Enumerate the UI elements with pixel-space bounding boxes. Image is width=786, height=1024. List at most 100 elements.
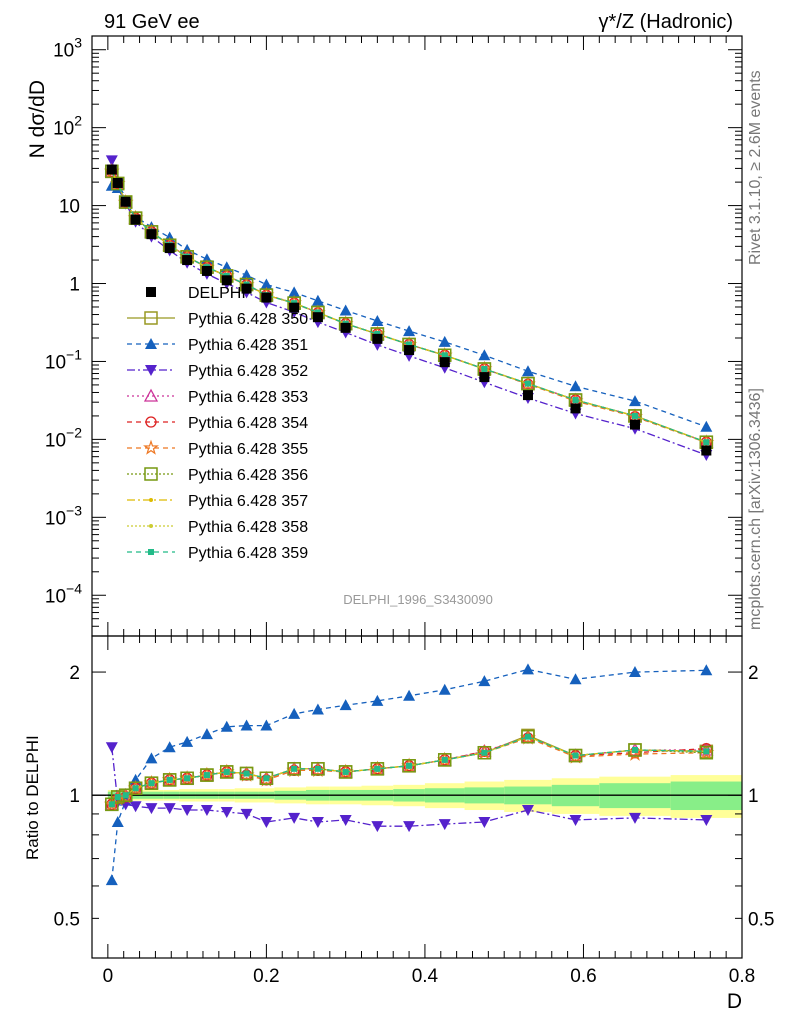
ratio-point bbox=[128, 781, 143, 795]
data-point bbox=[371, 315, 384, 327]
ratio-point bbox=[700, 664, 713, 676]
data-point bbox=[524, 380, 531, 387]
ratio-ytick-label-right: 1 bbox=[748, 786, 759, 807]
main-ytick-label: 10 bbox=[59, 197, 80, 218]
legend-label: Pythia 6.428 355 bbox=[188, 441, 308, 458]
legend-entry: Pythia 6.428 359 bbox=[127, 545, 308, 562]
ratio-point bbox=[631, 746, 638, 753]
ratio-point bbox=[339, 699, 352, 711]
ratio-point bbox=[145, 803, 158, 815]
legend-label: Pythia 6.428 359 bbox=[188, 545, 308, 562]
ratio-point bbox=[438, 683, 451, 695]
ratio-point bbox=[628, 812, 641, 824]
ratio-point bbox=[406, 762, 413, 769]
ratio-point bbox=[311, 703, 324, 715]
ratio-point bbox=[240, 719, 253, 731]
data-point bbox=[701, 445, 712, 456]
legend-entry: Pythia 6.428 351 bbox=[127, 337, 308, 354]
ratio-ytick-label-right: 0.5 bbox=[748, 909, 774, 930]
ratio-point bbox=[569, 673, 582, 685]
ratio-point bbox=[105, 874, 118, 886]
main-ytick-label: 1 bbox=[69, 275, 80, 296]
data-point bbox=[703, 439, 710, 446]
legend-entry: Pythia 6.428 353 bbox=[127, 388, 308, 406]
data-point bbox=[311, 294, 324, 306]
ratio-xtick-label: 0.6 bbox=[570, 966, 596, 987]
data-point bbox=[112, 177, 123, 188]
ratio-point bbox=[403, 689, 416, 701]
ratio-point bbox=[371, 694, 384, 706]
ratio-point bbox=[163, 741, 176, 753]
ratio-point bbox=[105, 742, 118, 754]
series-line bbox=[111, 185, 707, 428]
ratio-series-pythia-6-428-359 bbox=[108, 733, 710, 808]
ratio-series-line bbox=[111, 736, 707, 805]
ratio-xtick-label: 0.4 bbox=[412, 966, 439, 987]
legend-label: Pythia 6.428 354 bbox=[188, 415, 308, 432]
legend-entry: Pythia 6.428 350 bbox=[127, 311, 308, 328]
data-point bbox=[260, 278, 273, 290]
data-point bbox=[340, 322, 351, 333]
ratio-point bbox=[220, 806, 233, 818]
legend-entry: DELPHI bbox=[146, 285, 246, 302]
data-point bbox=[403, 325, 416, 337]
ratio-point bbox=[291, 765, 298, 772]
ratio-series-pythia-6-428-351 bbox=[105, 663, 713, 886]
data-point bbox=[111, 176, 125, 191]
ratio-point bbox=[144, 776, 159, 790]
main-ytick-label: 102 bbox=[53, 113, 82, 140]
ratio-series-line bbox=[111, 747, 707, 827]
ratio-point bbox=[200, 768, 214, 782]
ratio-point bbox=[288, 707, 301, 719]
data-point bbox=[289, 302, 300, 313]
ratio-point bbox=[478, 817, 491, 829]
ratio-point bbox=[200, 805, 213, 817]
main-ytick-label: 10−1 bbox=[45, 346, 82, 373]
ratio-point bbox=[132, 785, 139, 792]
legend-label: Pythia 6.428 357 bbox=[188, 493, 308, 510]
ratio-point bbox=[163, 803, 176, 815]
data-point bbox=[240, 269, 253, 281]
legend-marker bbox=[144, 311, 158, 325]
side-rivet: Rivet 3.1.10, ≥ 2.6M events bbox=[747, 70, 764, 265]
ratio-point bbox=[572, 752, 579, 759]
legend-label: Pythia 6.428 351 bbox=[188, 337, 308, 354]
ratio-point bbox=[260, 817, 273, 829]
ratio-point bbox=[263, 775, 270, 782]
main-ytick-label: 10−2 bbox=[45, 424, 82, 451]
ratio-ytick-label: 0.5 bbox=[54, 909, 80, 930]
legend-entry: Pythia 6.428 355 bbox=[127, 439, 308, 458]
header-left: 91 GeV ee bbox=[104, 11, 200, 33]
legend-entry: Pythia 6.428 356 bbox=[127, 467, 308, 484]
legend-label: Pythia 6.428 350 bbox=[188, 311, 308, 328]
ratio-point bbox=[145, 752, 158, 764]
data-point bbox=[631, 412, 638, 419]
header-right: γ*/Z (Hadronic) bbox=[599, 11, 733, 33]
main-panel: N dσ/dD DELPHI_1996_S3430090 10−4 10−3 10−… bbox=[26, 35, 743, 958]
data-point bbox=[221, 275, 232, 286]
series-line bbox=[111, 160, 707, 456]
legend-entry: Pythia 6.428 354 bbox=[127, 415, 308, 432]
ratio-point bbox=[478, 675, 491, 687]
ratio-point bbox=[403, 821, 416, 833]
ratio-point bbox=[699, 745, 714, 760]
series-delphi bbox=[106, 164, 712, 456]
data-point bbox=[521, 376, 535, 391]
ratio-xtick-label: 0.8 bbox=[729, 966, 755, 987]
ratio-point bbox=[521, 729, 535, 744]
data-point bbox=[130, 214, 141, 225]
data-point bbox=[106, 164, 117, 175]
ratio-point bbox=[148, 780, 155, 787]
ratio-ytick-label-right: 2 bbox=[748, 663, 759, 684]
data-point bbox=[572, 397, 579, 404]
ratio-point bbox=[437, 753, 452, 767]
ratio-point bbox=[342, 768, 349, 775]
data-point bbox=[241, 283, 252, 294]
legend-marker bbox=[143, 388, 159, 402]
main-ytick-label: 103 bbox=[53, 35, 82, 62]
ratio-point bbox=[524, 733, 531, 740]
ratio-frame bbox=[91, 635, 743, 959]
data-point bbox=[261, 292, 272, 303]
data-point bbox=[439, 357, 450, 368]
